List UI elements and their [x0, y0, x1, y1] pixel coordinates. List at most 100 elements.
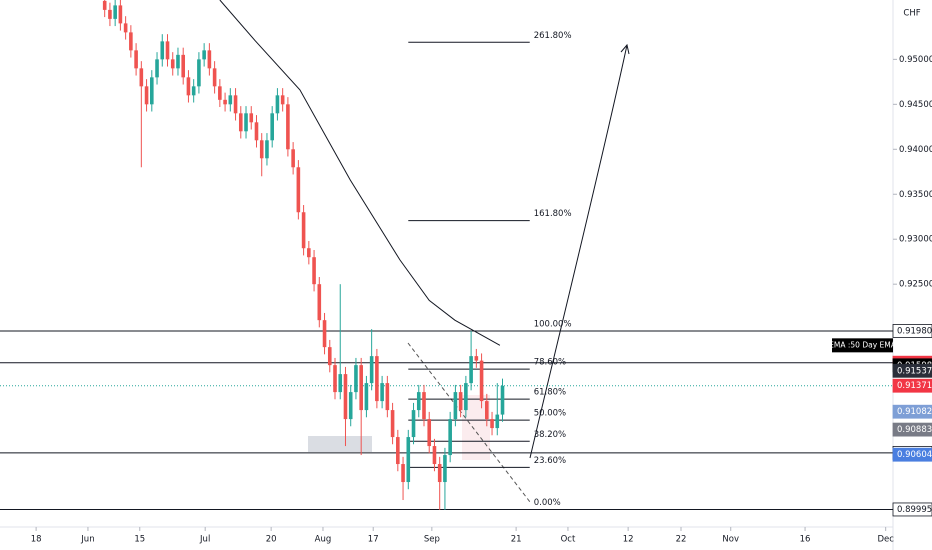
- x-tick-label: 15: [134, 535, 145, 545]
- x-tick-label: Jul: [199, 535, 210, 545]
- fib-label: 0.00%: [534, 498, 561, 508]
- x-tick-label: Jun: [80, 535, 94, 545]
- candle-body: [469, 356, 473, 384]
- price-label-box: [892, 447, 932, 462]
- candle-body: [343, 374, 348, 420]
- candle-body: [474, 356, 479, 361]
- candle-body: [333, 365, 337, 393]
- fib-label: 261.80%: [534, 31, 572, 41]
- candle-body: [312, 257, 316, 285]
- arrow-head: [620, 43, 630, 55]
- price-label: 0.91371: [897, 381, 932, 391]
- candle-body: [464, 383, 468, 411]
- y-tick-label: 0.94000: [899, 145, 932, 155]
- y-tick-label: 0.95000: [899, 55, 932, 65]
- candle-body: [443, 455, 447, 483]
- price-label-box: [892, 422, 932, 437]
- candle-body: [458, 392, 463, 411]
- candle-body: [396, 437, 400, 465]
- candle-body: [191, 86, 196, 96]
- candle-body: [317, 284, 322, 321]
- candle-body: [113, 5, 117, 19]
- x-tick-label: Nov: [722, 535, 739, 545]
- demand-zone: [308, 436, 372, 452]
- candle-body: [149, 77, 154, 105]
- candle-body: [181, 54, 186, 78]
- candle-body: [176, 54, 180, 69]
- x-tick-label: 21: [511, 535, 522, 545]
- candle-body: [212, 68, 217, 87]
- fib-label: 100.00%: [534, 319, 572, 329]
- candle-body: [218, 86, 222, 100]
- candle-body: [500, 385, 505, 415]
- price-label: 0.90883: [897, 425, 932, 435]
- candle-body: [291, 149, 295, 168]
- price-label: 0.91980: [897, 326, 932, 336]
- fib-label: 161.80%: [534, 209, 572, 219]
- x-tick-label: Sep: [424, 535, 440, 545]
- candle-body: [348, 392, 353, 420]
- price-label-box: [892, 502, 932, 517]
- x-tick-label: 20: [266, 535, 277, 545]
- candle-body: [380, 383, 384, 402]
- candle-body: [359, 365, 363, 411]
- candle-body: [144, 86, 149, 105]
- x-tick-label: 12: [623, 535, 634, 545]
- ema-line: [219, 0, 501, 346]
- candle-body: [390, 410, 395, 438]
- candle-body: [249, 113, 254, 123]
- currency-label: CHF: [903, 9, 920, 19]
- candle-body: [186, 77, 191, 96]
- candle-body: [155, 59, 159, 78]
- fib-label: 50.00%: [534, 409, 566, 419]
- candle-body: [233, 95, 238, 114]
- candle-body: [322, 320, 327, 348]
- price-label: 0.91537: [897, 366, 932, 376]
- candle-body: [307, 248, 311, 258]
- price-label: 0.91082: [897, 407, 932, 417]
- trend-line: [407, 342, 531, 503]
- candle-body: [375, 356, 379, 402]
- candle-body: [422, 392, 426, 420]
- candle-body: [129, 32, 133, 51]
- price-label-box: [892, 363, 932, 378]
- candle-body: [228, 95, 233, 105]
- candle-body: [479, 360, 484, 402]
- candle-body: [223, 99, 227, 105]
- price-label-box: [892, 378, 932, 393]
- x-tick-label: 18: [31, 535, 42, 545]
- candle-body: [401, 464, 405, 483]
- candle-body: [207, 50, 212, 69]
- fib-label: 38.20%: [534, 430, 566, 440]
- y-tick-label: 0.93500: [899, 190, 932, 200]
- price-label: 0.89995: [897, 505, 932, 515]
- candle-body: [411, 410, 416, 438]
- candle-body: [432, 446, 437, 465]
- x-tick-label: Oct: [561, 535, 576, 545]
- candle-body: [327, 347, 332, 366]
- candle-body: [416, 392, 421, 411]
- fib-label: 61.80%: [534, 388, 566, 398]
- x-tick-label: 17: [368, 535, 379, 545]
- x-tick-label: 22: [676, 535, 687, 545]
- ema-label-box: [832, 338, 893, 353]
- candle-body: [437, 464, 442, 483]
- candle-body: [301, 212, 306, 249]
- candle-body: [170, 59, 175, 69]
- price-label: 0.90604: [897, 450, 932, 460]
- y-tick-label: 0.94500: [899, 100, 932, 110]
- candle-body: [369, 356, 374, 384]
- candle-body: [495, 414, 500, 429]
- candle-body: [427, 419, 432, 447]
- candle-body: [453, 392, 458, 420]
- candle-body: [280, 95, 285, 105]
- candle-body: [202, 50, 206, 60]
- candle-body: [354, 365, 358, 393]
- candle-body: [385, 383, 390, 411]
- candle-body: [118, 5, 123, 24]
- price-label-box: [892, 324, 932, 338]
- projection-arrow: [529, 44, 628, 459]
- candle-body: [165, 41, 170, 60]
- candle-body: [238, 113, 243, 132]
